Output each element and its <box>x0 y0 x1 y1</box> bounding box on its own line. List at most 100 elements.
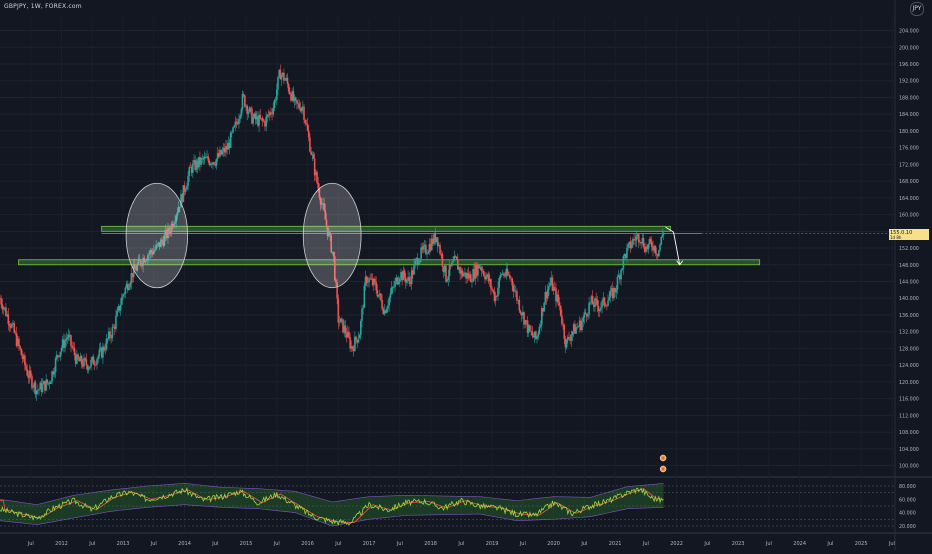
price-tick-label: 116.000 <box>899 397 919 403</box>
time-tick-label: 2021 <box>609 541 622 547</box>
candle-body <box>624 253 627 259</box>
candle-body <box>408 276 411 282</box>
candle-body <box>623 253 626 257</box>
candle-body <box>315 171 317 176</box>
candle-body <box>272 107 275 115</box>
price-tick-label: 180.000 <box>899 129 919 135</box>
candle-body <box>447 276 450 280</box>
candle-body <box>516 291 518 301</box>
time-tick-label: 2020 <box>547 541 560 547</box>
candle-body <box>106 338 109 340</box>
candle-body <box>468 274 471 279</box>
candle-body <box>171 223 174 228</box>
candle-body <box>142 257 144 266</box>
candle-body <box>157 242 160 245</box>
candle-body <box>388 297 390 306</box>
candle-body <box>639 242 641 243</box>
price-tick-label: 204.000 <box>899 29 919 35</box>
time-tick-label: Jul <box>519 541 526 547</box>
candle-body <box>70 335 72 346</box>
candle-body <box>2 307 5 310</box>
candle-body <box>258 114 260 126</box>
candle-body <box>585 313 588 317</box>
time-tick-label: 2016 <box>301 541 314 547</box>
candle-body <box>498 278 500 288</box>
candle-body <box>184 189 187 192</box>
candle-body <box>87 368 90 371</box>
candle-body <box>123 293 126 295</box>
candle-body <box>527 325 530 333</box>
candle-body <box>200 158 202 165</box>
candle-body <box>9 325 12 328</box>
candle-body <box>41 384 44 392</box>
candle-body <box>144 260 147 263</box>
candle-body <box>48 382 51 384</box>
candle-body <box>108 331 110 339</box>
price-tick-label: 120.000 <box>899 380 919 386</box>
candle-body <box>242 94 245 96</box>
oscillator-upper-band <box>0 483 664 505</box>
candle-body <box>621 268 624 271</box>
candle-body <box>378 293 381 295</box>
candle-body <box>187 175 189 187</box>
candle-body <box>313 158 316 176</box>
candle-body <box>147 255 149 261</box>
candle-body <box>158 242 161 248</box>
candle-body <box>410 270 413 285</box>
candle-body <box>24 355 26 366</box>
candle-body <box>374 278 376 282</box>
candle-body <box>395 277 398 282</box>
candle-body <box>622 256 625 269</box>
projection-arrow-head <box>676 260 684 266</box>
candle-body <box>371 278 374 285</box>
candle-body <box>195 160 198 170</box>
price-tick-label: 108.000 <box>899 430 919 436</box>
candle-body <box>117 306 120 311</box>
candle-body <box>593 304 595 307</box>
candle-body <box>318 188 321 198</box>
candle-body <box>368 278 370 283</box>
highlight-circle <box>302 182 362 289</box>
candle-body <box>277 76 279 90</box>
candle-body <box>628 241 631 245</box>
candle-body <box>28 370 31 378</box>
candle-body <box>341 318 343 320</box>
time-tick-label: Jul <box>642 541 649 547</box>
candle-body <box>135 268 137 271</box>
candle-body <box>152 250 155 255</box>
time-tick-label: Jul <box>211 541 218 547</box>
candle-body <box>452 260 454 263</box>
candle-body <box>163 235 166 246</box>
candle-body <box>175 215 178 222</box>
oscillator-tick-label: 80.000 <box>899 484 916 490</box>
candle-body <box>248 107 251 112</box>
candle-body <box>536 336 538 340</box>
candle-body <box>381 299 383 309</box>
candle-body <box>26 369 29 376</box>
currency-badge[interactable]: JPY <box>910 2 924 16</box>
candle-body <box>662 232 665 235</box>
candle-body <box>197 157 200 168</box>
candle-body <box>636 234 639 237</box>
candle-body <box>297 103 299 105</box>
candle-body <box>206 156 208 158</box>
candle-body <box>102 346 104 358</box>
candle-body <box>472 268 474 282</box>
candle-body <box>330 234 333 253</box>
candle-body <box>364 276 367 286</box>
candle-body <box>232 127 234 133</box>
candle-body <box>453 256 456 261</box>
candle-body <box>358 334 361 339</box>
candle-body <box>67 334 70 338</box>
candle-body <box>61 339 64 348</box>
candle-body <box>417 262 420 265</box>
candle-body <box>134 264 136 269</box>
candle-body <box>647 244 650 250</box>
candle-body <box>3 307 6 309</box>
candle-body <box>514 290 517 292</box>
candle-body <box>574 324 576 334</box>
price-tick-label: 196.000 <box>899 62 919 68</box>
candle-body <box>98 349 101 357</box>
candle-body <box>617 275 620 277</box>
